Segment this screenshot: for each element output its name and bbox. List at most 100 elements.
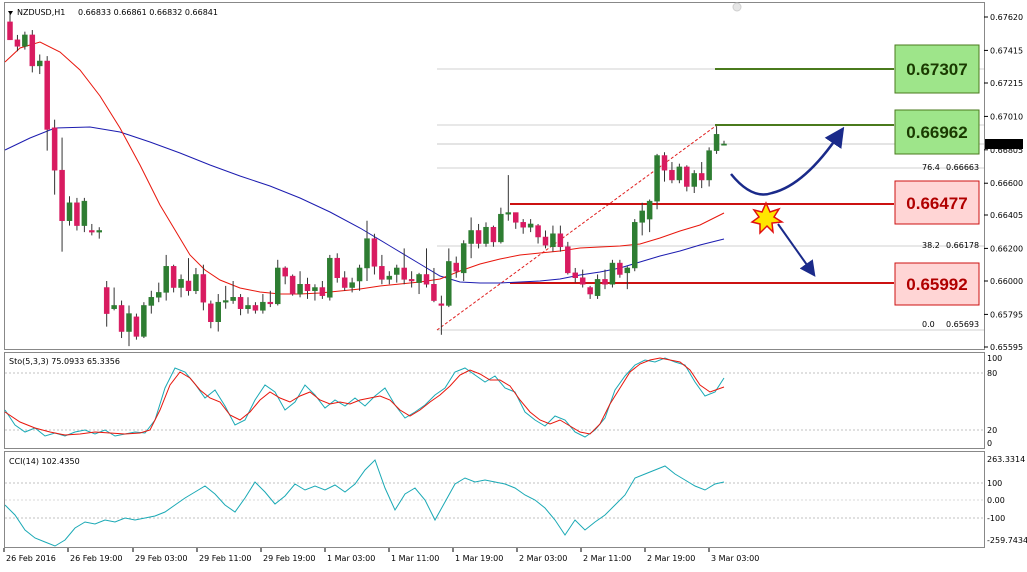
candle [565,241,571,275]
candle-body [721,143,727,146]
candle-body [185,280,192,292]
candle-body [364,238,370,269]
candle [260,294,266,314]
candle [200,264,207,311]
cci-line [4,459,725,547]
price-tick-label: 0.67215 [990,79,1023,88]
candle [141,302,147,339]
candle-body [557,233,564,248]
candle-body [661,155,668,171]
candle-body [178,279,184,288]
bearish-scenario-arrow [777,223,816,277]
candle [446,248,452,308]
candle-body [646,200,653,220]
candle [51,119,58,195]
time-axis: 26 Feb 2016 26 Feb 19:00 29 Feb 03:00 29 Fe… [3,548,759,563]
candle [44,56,50,151]
candle-body [37,60,43,67]
candle-body [572,272,578,278]
candle [483,222,489,247]
candle-body [617,262,623,275]
candle-body [222,300,229,303]
candle-body [252,305,259,311]
candle-body [230,297,236,301]
candle [96,227,102,239]
candle [698,162,705,189]
candle-body [133,316,140,337]
candle-body [609,262,616,285]
price-tick-label: 0.67010 [990,112,1023,121]
candle [453,256,459,278]
candle [572,267,578,283]
fib-38-value: 0.66178 [946,241,979,250]
time-tick-label: 2 Mar 11:00 [583,554,631,563]
candle [535,223,541,244]
candle [498,207,504,244]
price-tick-label: 0.66200 [990,244,1023,253]
candles [7,12,727,347]
candle [59,137,65,252]
candle-body [587,287,593,295]
level-box-66962: 0.66962 [894,109,980,155]
time-tick-label: 26 Feb 2016 [6,554,56,563]
candle [275,259,281,306]
candle-body [460,243,467,274]
candle [661,152,668,182]
stoch-tick-80: 80 [987,369,997,378]
candle-body [632,222,638,269]
candle [126,305,132,347]
candle [282,266,288,285]
candle-body [579,277,586,285]
candle-body [89,230,95,233]
candle [193,267,199,295]
price-tick-label: 0.67415 [990,46,1023,55]
candle-body [371,238,378,267]
candle [111,287,117,311]
breakout-burst-icon [750,201,785,235]
candle [550,225,556,252]
price-tick-label: 0.66600 [990,179,1023,188]
candle-body [669,169,675,181]
candle-body [319,287,326,296]
candle-body [141,305,147,337]
candle-body [327,257,333,298]
stochastic-panel [4,352,985,449]
candle [460,240,467,281]
level-box-66477: 0.66477 [894,180,980,225]
candle-body [423,274,430,285]
candle-body [498,213,504,243]
level-label-2: 0.66962 [906,123,967,142]
candle-body [527,223,534,228]
candle [505,175,512,221]
candle-body [408,279,415,282]
candle [289,274,296,296]
candle [609,259,616,288]
candle-body [81,200,88,226]
candle-body [550,233,556,248]
price-tick-label: 0.67620 [990,13,1023,22]
candle [475,223,482,249]
candle [148,290,155,314]
price-tick-label: 0.66000 [990,277,1023,286]
candle [319,281,326,299]
candle [579,269,586,288]
candle [386,271,393,285]
bullish-scenario-arrow [730,126,845,196]
candle [304,277,311,299]
level-box-67307: 0.67307 [894,44,980,94]
candle-body [7,21,13,41]
candle-body [215,301,221,322]
candle-body [245,305,251,309]
level-box-bg-4 [894,262,980,306]
cci-tick-minus100: -100 [987,514,1005,523]
candle-body [446,261,452,306]
candle-body [260,301,266,311]
candle-body [126,313,132,332]
candle [208,300,214,329]
candle [602,269,608,290]
chart-menu-arrow-icon[interactable] [8,11,13,15]
candle-body [29,34,36,67]
candle-body [59,169,65,221]
candle [423,248,430,288]
candle-body [691,173,697,187]
